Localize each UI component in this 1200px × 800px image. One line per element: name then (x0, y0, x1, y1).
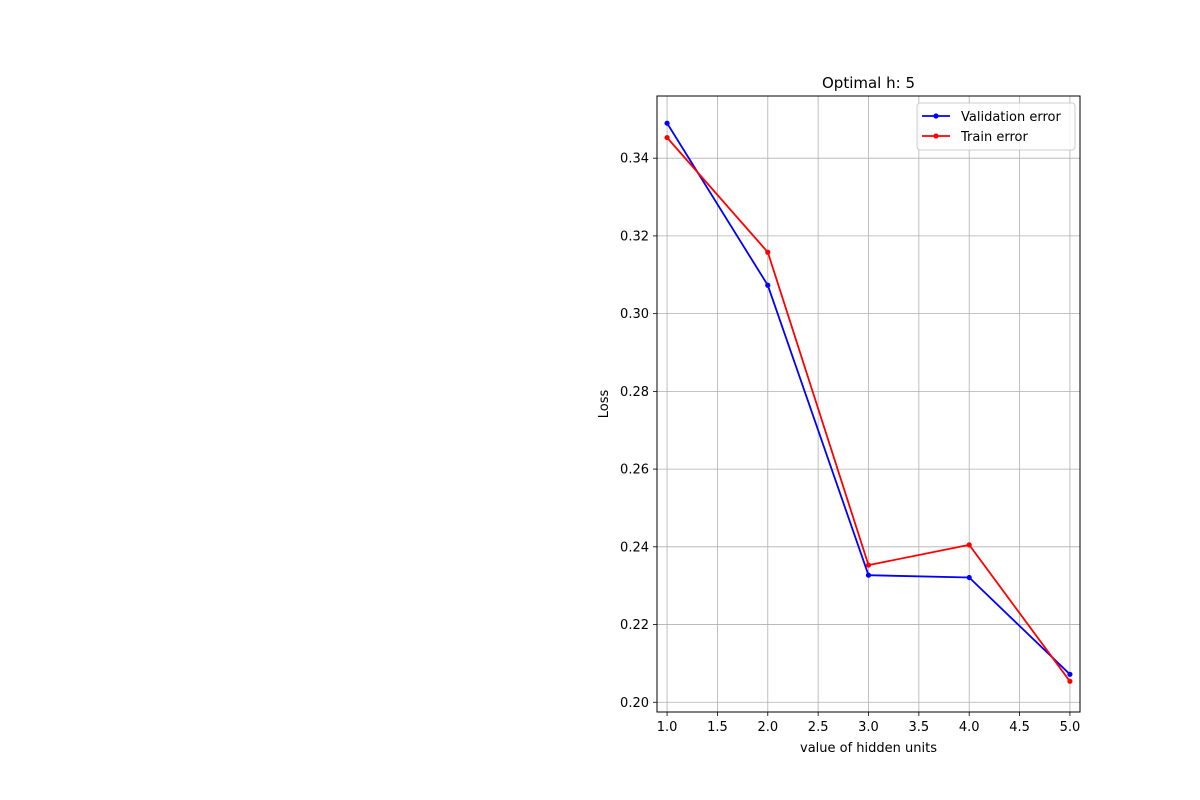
validation-error-point (966, 574, 972, 581)
validation-error-point (664, 120, 670, 126)
y-tick-label: 0.34 (620, 152, 649, 167)
train-error-point (1067, 678, 1073, 684)
y-tick-label: 0.32 (620, 229, 649, 244)
y-tick-label: 0.30 (620, 307, 649, 322)
x-tick-label: 4.0 (959, 720, 980, 735)
series-layer (664, 120, 1073, 684)
legend-box (916, 102, 1076, 151)
legend-train-error-marker (933, 133, 939, 139)
x-tick-label: 1.0 (657, 720, 678, 735)
y-tick-label: 0.28 (620, 385, 649, 400)
legend-validation-error-label: Validation error (961, 110, 1061, 125)
train-error-point (865, 562, 872, 568)
x-axis-label: value of hidden units (800, 741, 937, 756)
ticks: 1.0 1.5 2.0 2.5 3.0 3.5 4.0 4.5 5.0 0.20 0.22 0.24 0… (620, 152, 1080, 735)
x-tick-label: 3.0 (858, 720, 879, 735)
y-tick-label: 0.24 (620, 540, 649, 555)
legend-train-error-label: Train error (960, 130, 1028, 145)
legend: Validation error Train error (916, 102, 1076, 151)
y-tick-label: 0.26 (620, 463, 649, 478)
x-tick-label: 1.5 (707, 720, 728, 735)
train-error-point (765, 249, 771, 255)
train-error-point (966, 542, 972, 548)
y-axis-label: Loss (597, 390, 612, 419)
validation-error-point (1067, 671, 1073, 677)
x-tick-label: 5.0 (1060, 720, 1081, 735)
validation-error-point (765, 282, 771, 288)
grid (657, 96, 1080, 712)
y-tick-label: 0.22 (620, 618, 649, 633)
train-error-point (664, 134, 670, 141)
chart-title: Optimal h: 5 (822, 74, 915, 92)
x-tick-label: 2.0 (757, 720, 778, 735)
validation-error-point (865, 572, 872, 578)
x-tick-label: 4.5 (1009, 720, 1030, 735)
legend-validation-error-marker (933, 113, 939, 119)
x-tick-label: 2.5 (808, 720, 829, 735)
x-tick-label: 3.5 (909, 720, 930, 735)
y-tick-label: 0.20 (620, 696, 649, 711)
